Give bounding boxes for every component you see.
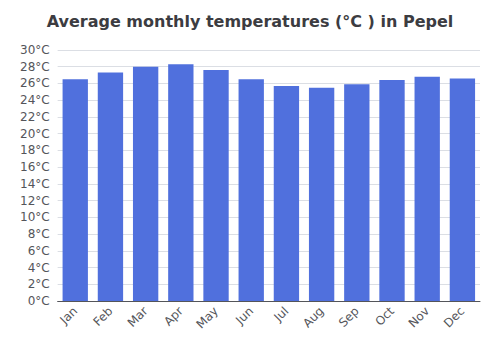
svg-text:28°C: 28°C <box>20 60 50 74</box>
svg-text:20°C: 20°C <box>20 127 50 141</box>
svg-text:Nov: Nov <box>406 304 432 330</box>
svg-text:Jul: Jul <box>271 304 292 325</box>
svg-text:22°C: 22°C <box>20 110 50 124</box>
svg-text:24°C: 24°C <box>20 93 50 107</box>
svg-text:Jan: Jan <box>57 304 81 328</box>
svg-text:Feb: Feb <box>90 304 115 329</box>
svg-text:6°C: 6°C <box>28 244 50 258</box>
svg-text:0°C: 0°C <box>28 294 50 308</box>
svg-text:16°C: 16°C <box>20 160 50 174</box>
svg-text:4°C: 4°C <box>28 261 50 275</box>
svg-text:30°C: 30°C <box>20 43 50 57</box>
svg-text:Mar: Mar <box>125 304 151 330</box>
svg-text:26°C: 26°C <box>20 76 50 90</box>
svg-text:Aug: Aug <box>300 304 326 330</box>
svg-text:2°C: 2°C <box>28 277 50 291</box>
svg-text:May: May <box>194 304 221 331</box>
svg-text:8°C: 8°C <box>28 227 50 241</box>
svg-text:Jun: Jun <box>232 304 256 328</box>
svg-text:Average monthly temperatures (: Average monthly temperatures (°C ) in Pe… <box>47 12 454 31</box>
svg-text:Oct: Oct <box>372 304 397 329</box>
svg-text:12°C: 12°C <box>20 194 50 208</box>
svg-text:Dec: Dec <box>441 304 467 330</box>
svg-text:Sep: Sep <box>336 304 362 330</box>
svg-text:14°C: 14°C <box>20 177 50 191</box>
svg-text:Apr: Apr <box>161 304 186 329</box>
svg-text:10°C: 10°C <box>20 210 50 224</box>
svg-text:18°C: 18°C <box>20 143 50 157</box>
